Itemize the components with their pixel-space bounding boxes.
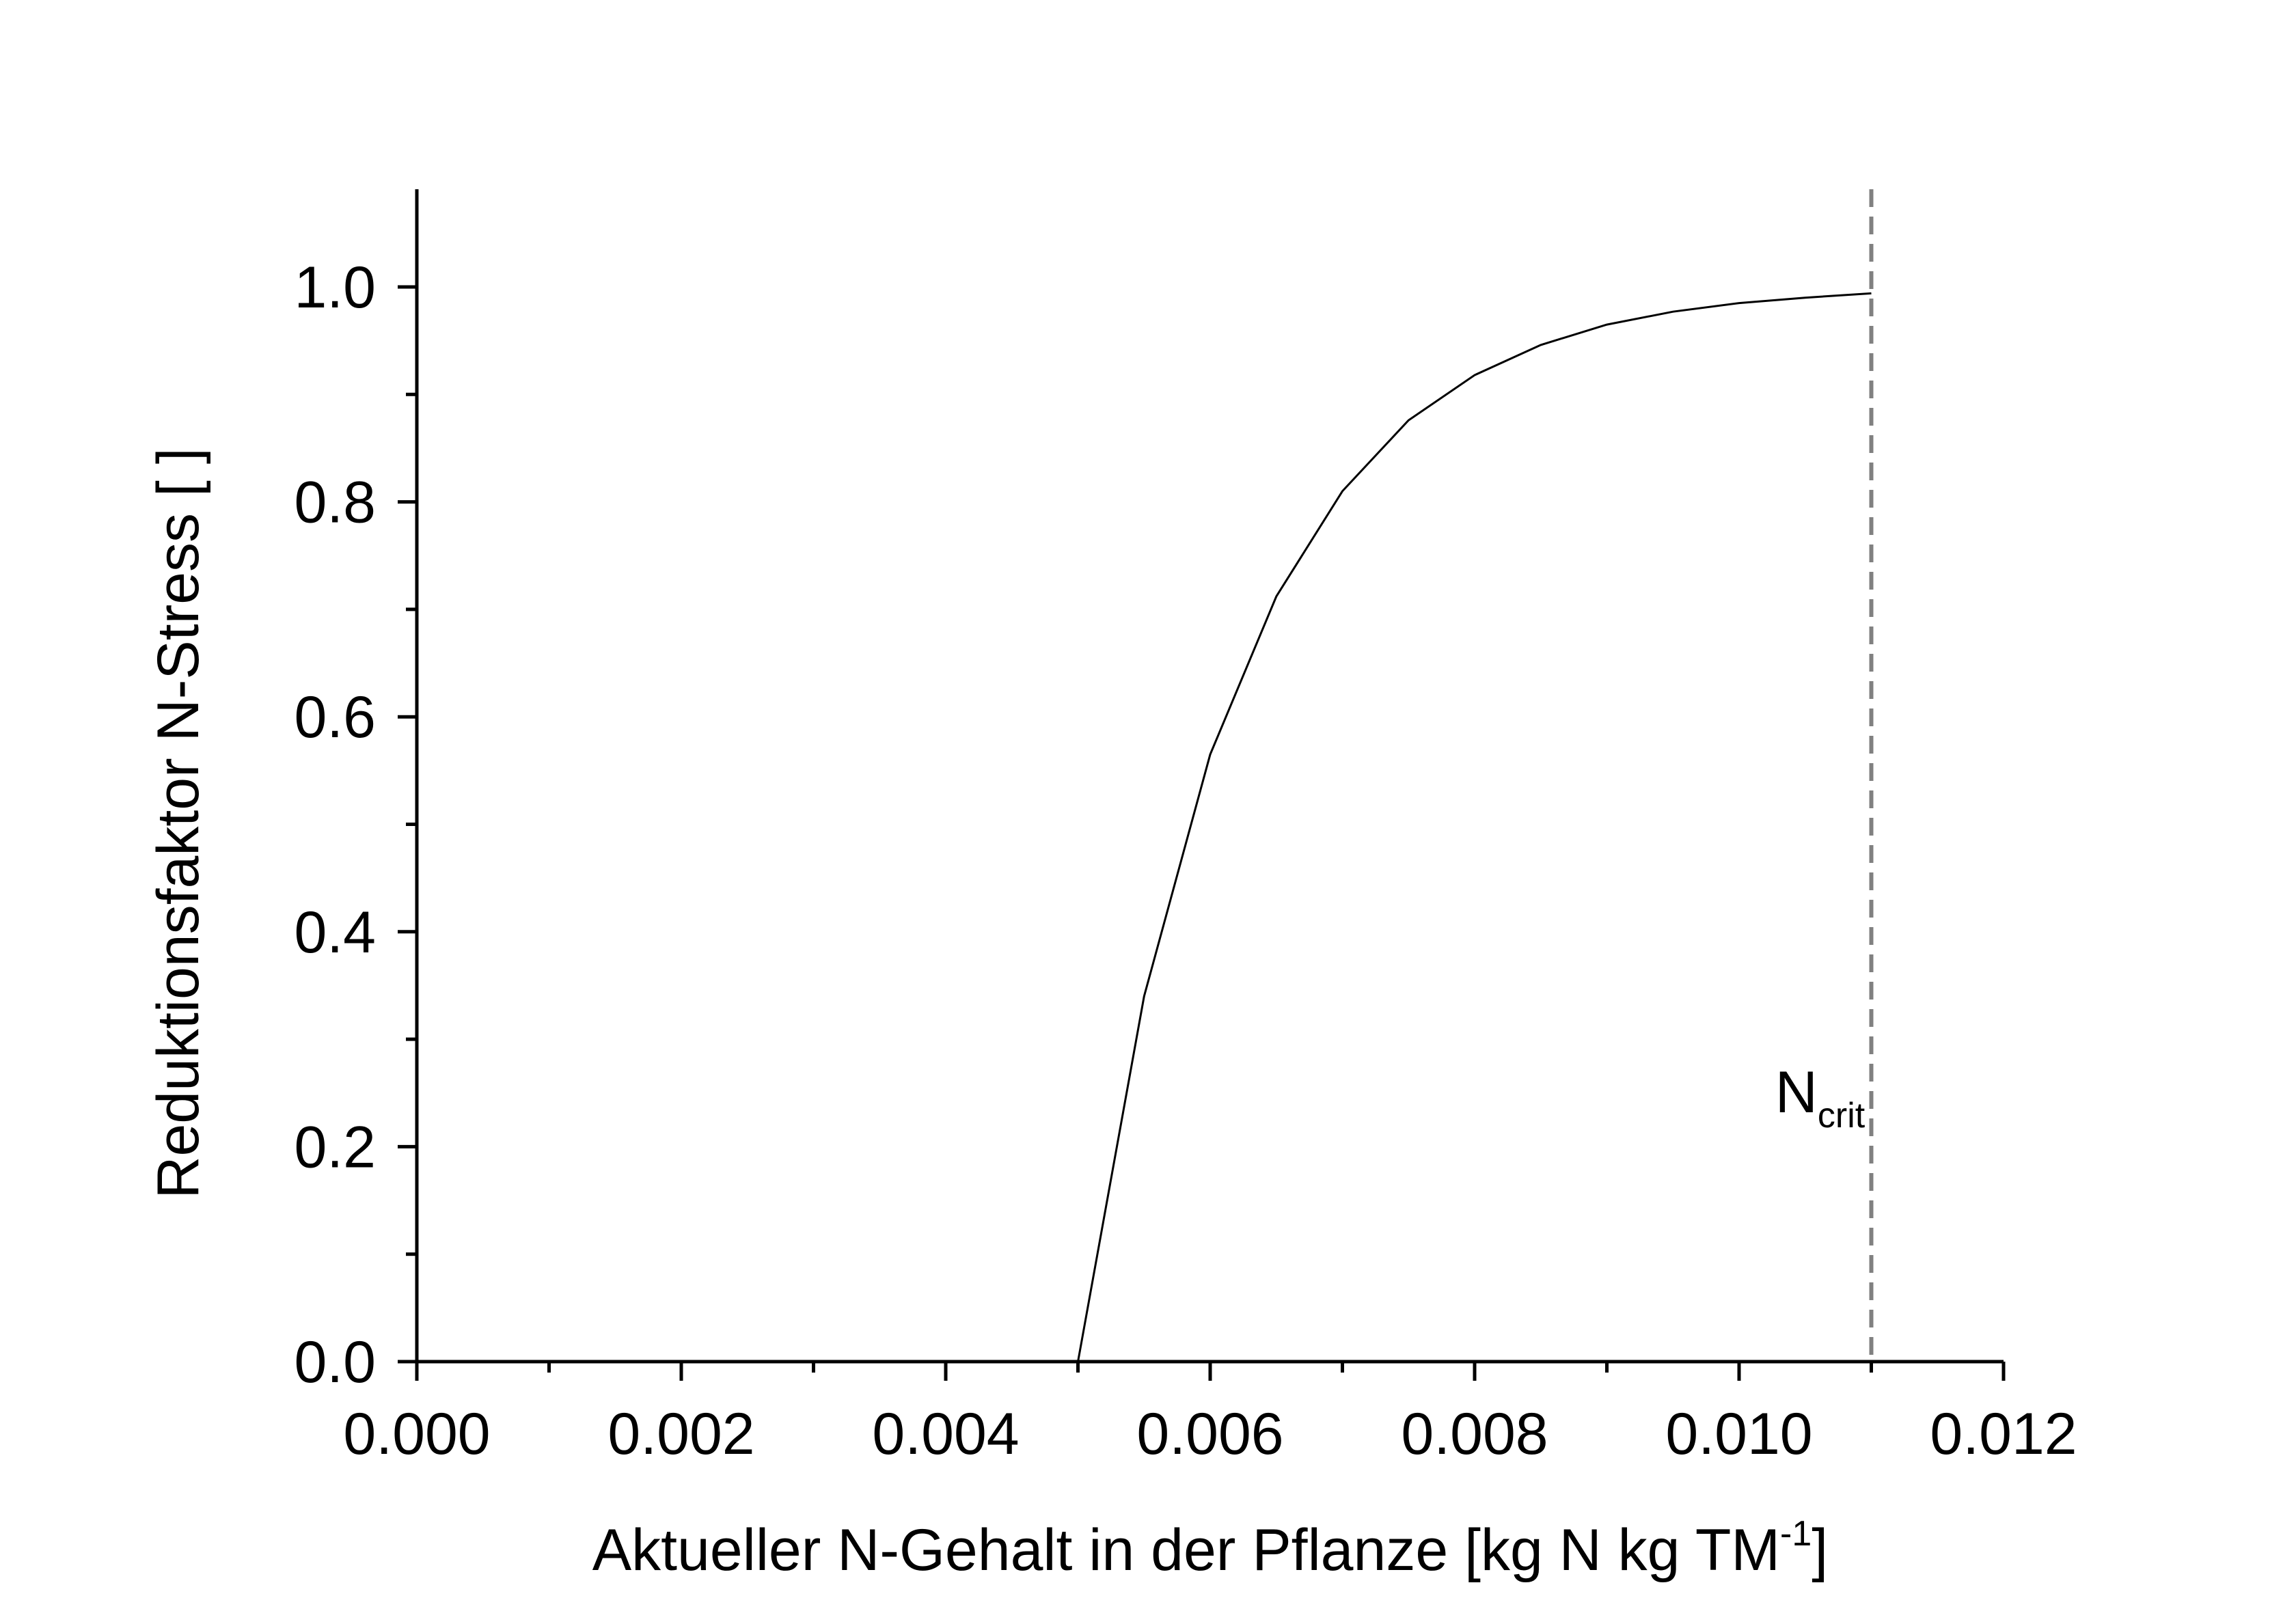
x-tick-label: 0.004: [872, 1401, 1019, 1467]
x-axis-title: Aktueller N-Gehalt in der Pflanze [kg N …: [592, 1514, 1828, 1583]
x-tick-labels: 0.000 0.002 0.004 0.006 0.008 0.010 0.012: [343, 1401, 2077, 1467]
x-tick-label: 0.002: [607, 1401, 754, 1467]
x-tick-label: 0.000: [343, 1401, 490, 1467]
x-axis-title-main: Aktueller N-Gehalt in der Pflanze [kg N …: [592, 1517, 1780, 1583]
ncrit-annotation: Ncrit: [1775, 1060, 1866, 1135]
x-tick-label: 0.010: [1665, 1401, 1812, 1467]
ticks: [398, 285, 2006, 1381]
series-line: [1077, 292, 1872, 1362]
y-tick-label: 0.2: [294, 1114, 376, 1180]
x-axis-title-end: ]: [1812, 1517, 1828, 1583]
y-tick-label: 0.6: [294, 685, 376, 750]
series: [1077, 292, 1872, 1362]
x-tick-label: 0.008: [1401, 1401, 1548, 1467]
axes: [415, 189, 2004, 1364]
x-axis-title-sup: -1: [1780, 1514, 1812, 1554]
y-tick-label: 0.4: [294, 900, 376, 965]
y-tick-label: 0.8: [294, 470, 376, 536]
x-tick-label: 0.006: [1136, 1401, 1283, 1467]
y-tick-labels: 0.0 0.2 0.4 0.6 0.8 1.0: [294, 255, 376, 1395]
y-tick-label: 0.0: [294, 1330, 376, 1395]
x-tick-label: 0.012: [1930, 1401, 2077, 1467]
y-tick-label: 1.0: [294, 255, 376, 320]
ncrit-annotation-main: N: [1775, 1060, 1818, 1125]
y-axis-title: Reduktionsfaktor N-Stress [ ]: [146, 448, 211, 1198]
ncrit-annotation-sub: crit: [1818, 1096, 1866, 1135]
